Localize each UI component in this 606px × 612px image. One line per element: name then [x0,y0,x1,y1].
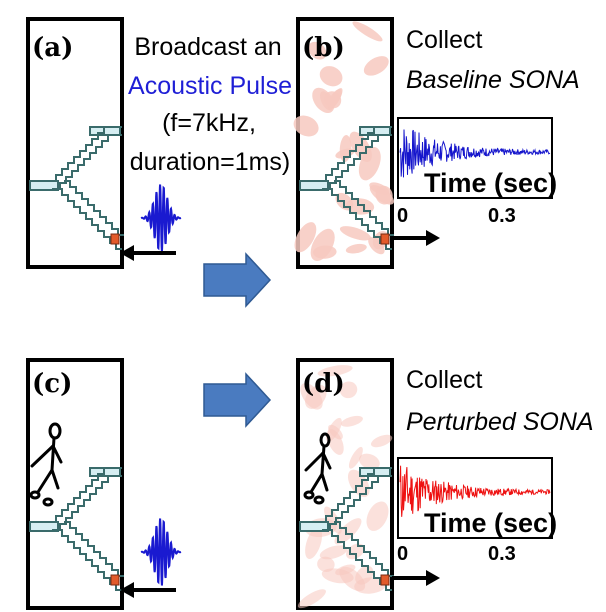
chart-frame-d [397,457,553,539]
echo-blob [297,589,326,609]
person-walking-icon [29,422,63,507]
echo-blob [352,21,383,42]
echo-blob [324,506,342,534]
echo-blob [339,226,371,241]
echo-blob [294,222,317,253]
panel-label-b: (b) [302,33,345,63]
speaker-icon [110,574,120,586]
stairwell-icon [29,467,125,591]
echo-blob [370,434,393,448]
chart-perturbed: Time (sec) 0 0.3 [397,457,557,565]
echo-blobs-b [293,21,395,261]
series-line-baseline [399,129,551,178]
echo-blob [300,383,323,410]
echo-blob [345,243,367,254]
echo-blob [363,56,389,76]
collect-caption-b: Collect Baseline SONA [406,26,580,94]
x-axis-title-b: Time (sec) [424,168,557,198]
right-arrow-icon [203,372,272,428]
panel-b: (b) [293,17,395,269]
broadcast-line-3: (f=7kHz, [162,109,256,137]
x-tick-0-b: 0 [397,205,408,227]
echo-blob [319,545,348,560]
x-axis-title-d: Time (sec) [424,508,557,538]
panel-a: (a) [26,17,125,269]
broadcast-line-4: duration=1ms) [130,148,291,176]
echo-blob [308,41,327,60]
echo-blob [319,66,343,87]
echo-blob [359,453,380,470]
panel-c: (c) [26,358,125,610]
echo-blob [327,89,342,108]
echo-blob [317,365,353,377]
pulse-wave-a [140,184,182,252]
echo-blob [317,556,335,572]
echo-blob [310,228,335,261]
x-tick-0-d: 0 [397,543,408,565]
stairwell-icon [29,126,125,250]
panel-d: (d) [296,358,395,610]
x-tick-1-b: 0.3 [488,205,516,227]
pulse-wave-c [140,518,182,586]
echo-blob [335,564,356,576]
outgoing-arrow-d [392,570,440,586]
broadcast-line-1: Broadcast an [134,33,281,61]
collect-label-b: Collect [406,26,482,54]
speaker-icon [380,233,390,245]
echo-blob [366,501,389,531]
echo-blob [326,417,342,442]
speaker-icon [380,574,390,586]
incoming-arrow-a [120,245,176,261]
perturbed-sona-label: Perturbed SONA [406,408,594,436]
outgoing-arrow-b [392,230,440,246]
echo-blob [349,131,372,162]
chart-baseline: Time (sec) 0 0.3 [397,117,557,227]
broadcast-caption: Broadcast an Acoustic Pulse (f=7kHz, dur… [128,33,292,176]
stairwell-icon [299,467,395,591]
pulse-wave-icon [140,518,182,586]
collect-caption-d: Collect Perturbed SONA [406,366,594,436]
series-line-perturbed [399,465,551,517]
echo-blob [293,115,319,137]
speaker-icon [110,233,120,245]
broadcast-line-2: Acoustic Pulse [128,72,292,100]
right-arrow-icon [203,252,272,308]
collect-label-d: Collect [406,366,482,394]
echo-blob [348,446,363,469]
room-frame-a [26,17,124,269]
panel-label-a: (a) [32,33,73,63]
person-walking-icon [303,432,332,505]
panel-label-c: (c) [32,369,72,399]
baseline-sona-label: Baseline SONA [406,66,580,94]
panel-label-d: (d) [302,369,345,399]
pulse-wave-icon [140,184,182,252]
echo-blob [339,381,358,399]
echo-blob [340,415,363,427]
incoming-arrow-c [120,582,176,598]
echo-blob [375,185,393,205]
x-tick-1-d: 0.3 [488,543,516,565]
stairwell-icon [299,126,395,250]
echo-blob [334,518,362,545]
echo-blob [368,237,385,255]
